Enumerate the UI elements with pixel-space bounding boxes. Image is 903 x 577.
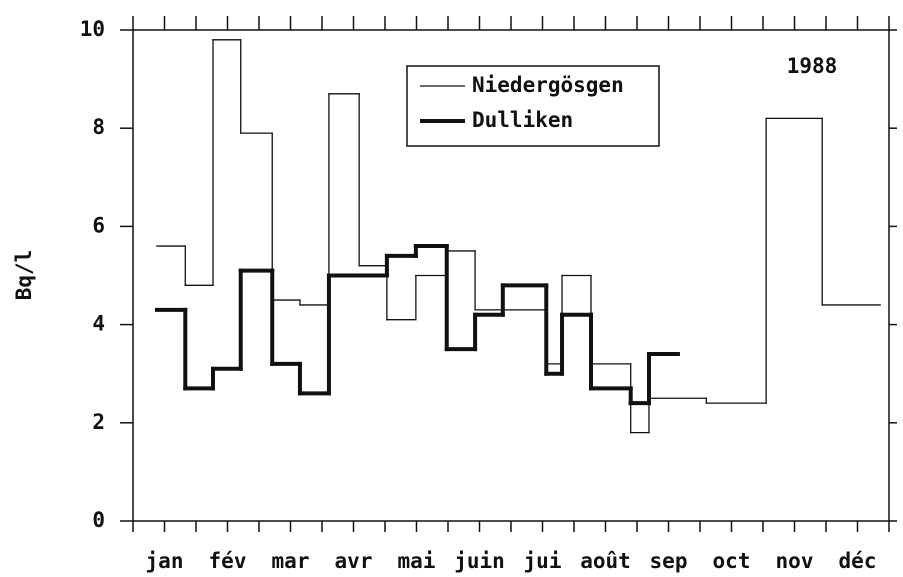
y-axis-label: Bq/l bbox=[12, 250, 36, 301]
x-tick-label: oct bbox=[713, 549, 751, 573]
x-tick-label: jui bbox=[524, 549, 562, 573]
x-tick-label: avr bbox=[335, 549, 373, 573]
y-tick-label: 8 bbox=[92, 115, 105, 139]
x-tick-label: sep bbox=[650, 549, 688, 573]
y-tick-label: 2 bbox=[92, 410, 105, 434]
legend-box bbox=[406, 65, 660, 147]
legend-label: Niedergösgen bbox=[472, 73, 624, 97]
x-tick-label: juin bbox=[454, 549, 505, 573]
legend-label: Dulliken bbox=[472, 108, 573, 132]
y-tick-label: 6 bbox=[92, 213, 105, 237]
x-tick-label: jan bbox=[146, 549, 184, 573]
y-tick-label: 4 bbox=[92, 312, 105, 336]
x-tick-label: fév bbox=[209, 549, 247, 573]
y-tick-label: 0 bbox=[92, 508, 105, 532]
x-tick-label: déc bbox=[839, 549, 877, 573]
y-tick-label: 10 bbox=[80, 17, 105, 41]
x-tick-label: nov bbox=[776, 549, 814, 573]
x-tick-label: août bbox=[580, 549, 631, 573]
x-tick-label: mar bbox=[272, 549, 310, 573]
annotation: 1988 bbox=[787, 54, 838, 78]
x-tick-label: mai bbox=[398, 549, 436, 573]
